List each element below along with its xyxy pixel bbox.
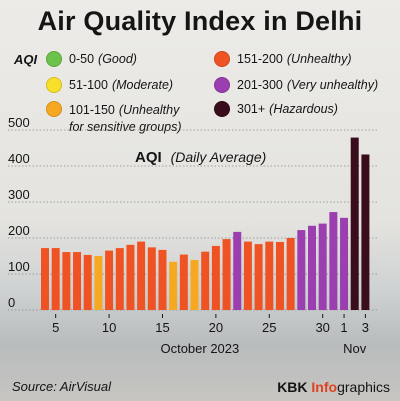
bar bbox=[126, 244, 135, 310]
legend-desc: (Moderate) bbox=[111, 78, 174, 92]
brand-accent: Info bbox=[311, 379, 338, 395]
y-tick-label: 300 bbox=[8, 187, 30, 202]
bar bbox=[201, 251, 210, 310]
legend-range: 301+ bbox=[237, 102, 266, 116]
bar bbox=[211, 245, 220, 310]
y-axis-ticks: 0 100 200 300 400 500 bbox=[8, 115, 30, 310]
bar bbox=[169, 261, 178, 310]
plot-title-main: AQI bbox=[135, 149, 162, 166]
legend-swatch-hazardous bbox=[214, 101, 230, 117]
bar bbox=[350, 137, 359, 310]
legend-desc: (Hazardous) bbox=[269, 102, 338, 116]
bar bbox=[243, 241, 252, 310]
bar bbox=[147, 247, 156, 310]
y-tick-label: 100 bbox=[8, 259, 30, 274]
legend-item-hazardous: 301+ (Hazardous) bbox=[214, 101, 338, 117]
bar bbox=[137, 241, 146, 310]
bar bbox=[115, 248, 124, 310]
legend-range: 51-100 bbox=[69, 78, 108, 92]
legend-item-sensitive: 101-150 (Unhealthy for sensitive groups) bbox=[46, 101, 182, 136]
bar bbox=[340, 217, 349, 310]
bar bbox=[318, 223, 327, 310]
legend-swatch-very-unhealthy bbox=[214, 77, 230, 93]
bar bbox=[265, 241, 274, 310]
bar bbox=[51, 248, 60, 310]
brand-prefix: KBK bbox=[277, 379, 312, 395]
bar bbox=[222, 239, 231, 310]
bar bbox=[190, 259, 199, 310]
bar bbox=[62, 252, 71, 310]
legend-range: 0-50 bbox=[69, 52, 95, 66]
x-tick-label: 3 bbox=[362, 320, 369, 335]
x-group-label: October 2023 bbox=[160, 341, 239, 356]
plot-subtitle: (Daily Average) bbox=[171, 149, 267, 165]
legend-desc: (Unhealthy) bbox=[286, 52, 352, 66]
bar bbox=[94, 256, 103, 310]
bar bbox=[361, 154, 370, 310]
bar bbox=[105, 250, 114, 310]
x-axis-ticks: 5 10 15 20 25 30 1 3 October 2023 Nov bbox=[52, 314, 369, 356]
legend-swatch-unhealthy bbox=[214, 51, 230, 67]
x-tick-label: 25 bbox=[262, 320, 276, 335]
x-tick-label: 1 bbox=[340, 320, 347, 335]
x-tick-label: 20 bbox=[209, 320, 223, 335]
bar bbox=[308, 225, 316, 310]
bar bbox=[233, 231, 242, 310]
legend-swatch-moderate bbox=[46, 77, 62, 93]
bar bbox=[254, 244, 263, 310]
plot-title: AQI (Daily Average) bbox=[135, 149, 266, 166]
y-tick-label: 500 bbox=[8, 115, 30, 130]
gridlines bbox=[8, 129, 378, 311]
bar bbox=[275, 241, 284, 310]
legend-desc-line2: for sensitive groups) bbox=[69, 120, 182, 134]
x-tick-label: 10 bbox=[102, 320, 116, 335]
bar bbox=[158, 249, 167, 310]
legend-desc: (Very unhealthy) bbox=[286, 78, 379, 92]
legend-swatch-sensitive bbox=[46, 101, 62, 117]
bar bbox=[286, 238, 295, 310]
x-group-label: Nov bbox=[343, 341, 367, 356]
legend-range: 151-200 bbox=[237, 52, 283, 66]
legend-range: 201-300 bbox=[237, 78, 283, 92]
legend-item-good: 0-50 (Good) bbox=[46, 51, 137, 67]
bar bbox=[297, 230, 306, 310]
x-tick-label: 15 bbox=[155, 320, 169, 335]
legend-range: 101-150 bbox=[69, 103, 115, 117]
bar bbox=[41, 248, 49, 310]
brand-suffix: graphics bbox=[337, 379, 390, 395]
legend-item-unhealthy: 151-200 (Unhealthy) bbox=[214, 51, 352, 67]
bar-series bbox=[41, 137, 370, 310]
bar bbox=[73, 252, 82, 310]
legend-item-very-unhealthy: 201-300 (Very unhealthy) bbox=[214, 77, 379, 93]
bar bbox=[329, 212, 338, 310]
chart-title: Air Quality Index in Delhi bbox=[37, 6, 363, 36]
x-tick-label: 5 bbox=[52, 320, 59, 335]
brand-logo: KBK Infographics bbox=[277, 379, 390, 395]
legend-desc: (Unhealthy bbox=[118, 103, 180, 117]
legend-swatch-good bbox=[46, 51, 62, 67]
legend-item-moderate: 51-100 (Moderate) bbox=[46, 77, 174, 93]
y-tick-label: 400 bbox=[8, 151, 30, 166]
source-note: Source: AirVisual bbox=[12, 379, 111, 394]
y-tick-label: 200 bbox=[8, 223, 30, 238]
bar bbox=[83, 254, 92, 310]
y-tick-label: 0 bbox=[8, 295, 15, 310]
x-tick-label: 30 bbox=[315, 320, 329, 335]
legend-desc: (Good) bbox=[98, 52, 137, 66]
bar bbox=[179, 254, 188, 310]
legend-label: AQI bbox=[14, 52, 38, 67]
